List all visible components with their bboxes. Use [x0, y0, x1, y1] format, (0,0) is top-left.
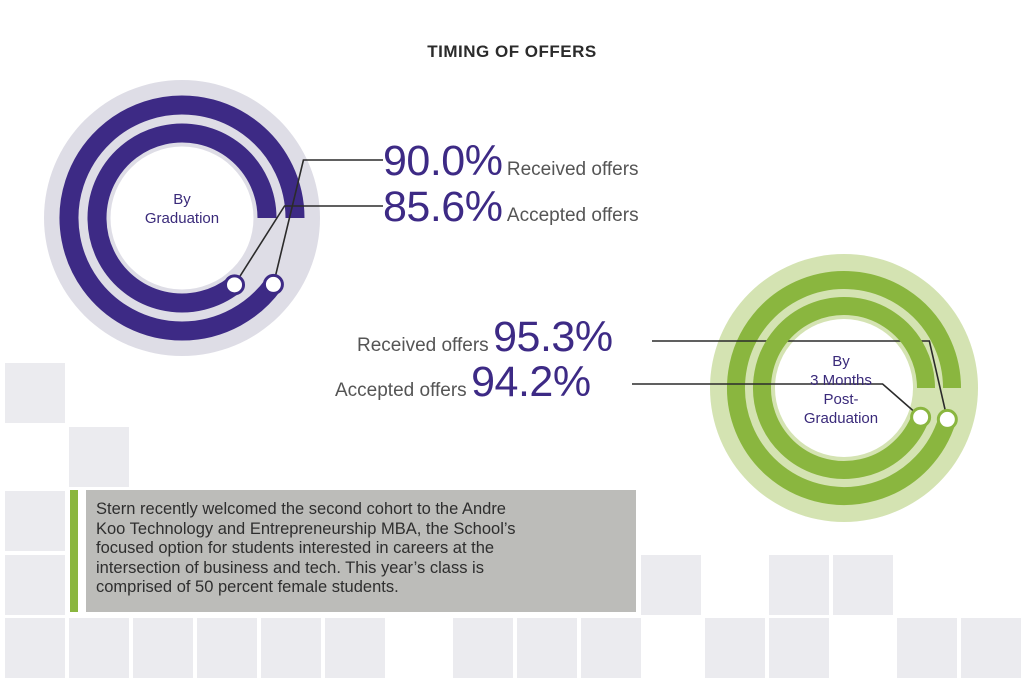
arc-accepted: [87, 123, 277, 313]
arc-end-marker: [224, 274, 246, 296]
tile: [641, 555, 701, 615]
tile: [325, 618, 385, 678]
tile: [69, 427, 129, 487]
center-disc: [775, 319, 913, 457]
tile: [5, 555, 65, 615]
tile: [5, 363, 65, 423]
tile: [5, 491, 65, 551]
center-label-line: Graduation: [144, 210, 220, 227]
note-line: Koo Technology and Entrepreneurship MBA,…: [96, 519, 516, 538]
leader-line: [652, 340, 949, 420]
stat-label: Accepted offers: [506, 205, 639, 226]
leader-line: [272, 159, 383, 285]
arc-end-marker: [936, 408, 958, 430]
arc-received: [727, 271, 961, 505]
chart-title: TIMING OF OFFERS: [427, 42, 597, 61]
stat-value: 95.3%: [493, 313, 613, 361]
center-disc: [110, 146, 254, 290]
tile: [69, 618, 129, 678]
stat-value: 94.2%: [471, 358, 591, 406]
tile: [261, 618, 321, 678]
center-label-line: Post-: [823, 391, 859, 408]
stat-label: Received offers: [506, 159, 639, 180]
stat-label: Accepted offers: [335, 380, 467, 401]
tile: [769, 555, 829, 615]
stat-accepted-post-graduation: Accepted offers 94.2%: [335, 358, 591, 407]
center-label-post-graduation: By 3 Months Post- Graduation: [786, 352, 896, 428]
tile: [897, 618, 957, 678]
stat-received-post-graduation: Received offers 95.3%: [357, 313, 613, 362]
center-label-line: Graduation: [803, 410, 879, 427]
arc-end-marker: [910, 406, 932, 428]
note-line: comprised of 50 percent female students.: [96, 578, 399, 596]
center-label-by-graduation: By Graduation: [122, 190, 242, 228]
stat-value: 85.6%: [383, 183, 503, 231]
tile: [769, 618, 829, 678]
note-line: Stern recently welcomed the second cohor…: [96, 500, 506, 518]
tile: [961, 618, 1021, 678]
stat-value: 90.0%: [383, 137, 503, 185]
note-accent-bar: [70, 490, 78, 612]
stat-accepted-by-graduation: 85.6% Accepted offers: [383, 183, 639, 232]
tile: [705, 618, 765, 678]
arc-received: [59, 95, 305, 341]
tile: [581, 618, 641, 678]
note-box: Stern recently welcomed the second cohor…: [86, 490, 636, 612]
stat-label: Received offers: [357, 335, 489, 356]
tile: [133, 618, 193, 678]
tile: [197, 618, 257, 678]
tile: [453, 618, 513, 678]
leader-line: [233, 205, 383, 286]
arc-accepted: [753, 297, 935, 479]
tile: [5, 618, 65, 678]
center-label-line: 3 Months: [810, 372, 872, 389]
radial-chart-post-graduation: [632, 254, 978, 522]
radial-chart-by-graduation: [44, 80, 383, 356]
center-label-line: By: [173, 191, 191, 208]
tile: [517, 618, 577, 678]
note-line: intersection of business and tech. This …: [96, 558, 484, 577]
tile: [833, 555, 893, 615]
stat-received-by-graduation: 90.0% Received offers: [383, 137, 639, 186]
center-label-line: By: [832, 353, 850, 370]
arc-end-marker: [262, 273, 284, 295]
leader-line: [632, 383, 922, 418]
note-line: focused option for students interested i…: [96, 539, 495, 557]
